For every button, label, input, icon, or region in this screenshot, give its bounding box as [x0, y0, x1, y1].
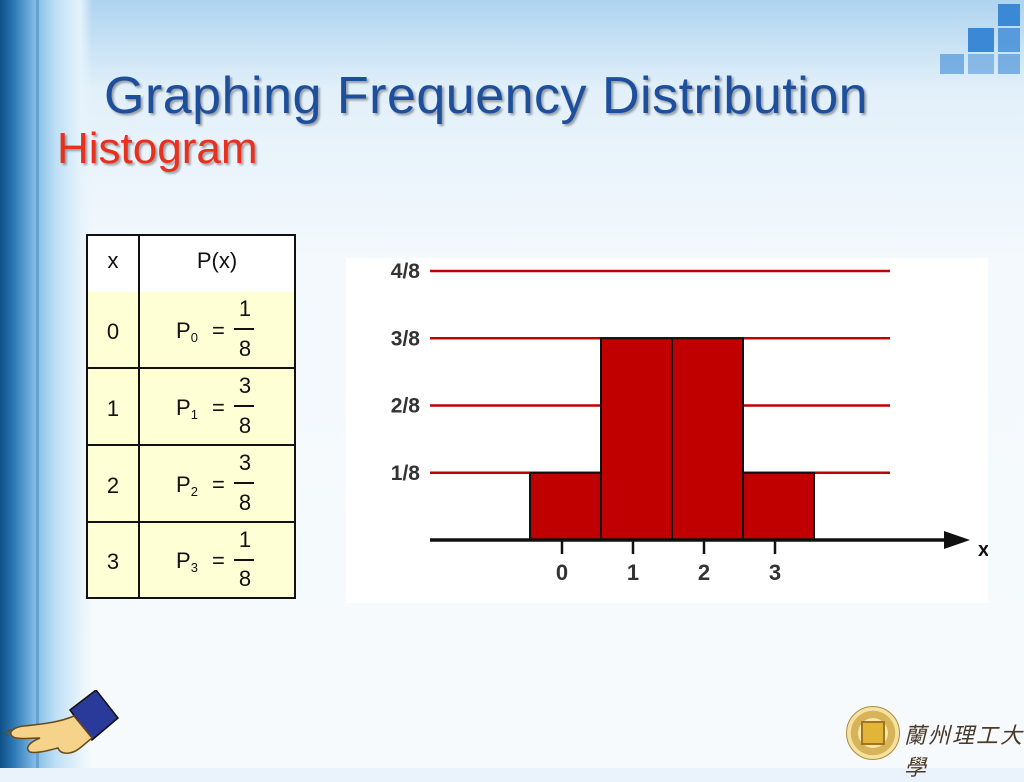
x-tick-label: 2: [698, 560, 710, 585]
table-row: 3 P3 = 1 8: [88, 523, 294, 597]
row-x-value: 2: [106, 473, 120, 498]
row-equals: =: [212, 318, 225, 343]
fraction-bar: [234, 328, 254, 330]
probability-table: x P(x) 0 P0 = 1 8 1 P1 = 3 8 2 P2 = 3 8 …: [86, 234, 296, 599]
fraction-bar: [234, 405, 254, 407]
histogram-bar: [529, 471, 602, 541]
university-name: 蘭州理工大學: [904, 724, 1024, 781]
row-x-value: 0: [106, 319, 120, 344]
row-p-label: P3: [176, 548, 198, 575]
table-row: 2 P2 = 3 8: [88, 446, 294, 523]
table-header: x P(x): [88, 236, 294, 294]
table-row: 1 P1 = 3 8: [88, 369, 294, 446]
histogram-chart: 1/8 2/8 3/8 4/8 x 0 1 2 3: [391, 260, 989, 585]
header-px: P(x): [196, 248, 238, 273]
row-x-value: 1: [106, 396, 120, 421]
university-seal-icon: [846, 706, 900, 760]
row-numerator: 1: [238, 527, 252, 552]
left-decorative-bar: [0, 0, 92, 768]
histogram-bar: [600, 337, 673, 541]
row-numerator: 3: [238, 450, 252, 475]
row-p-label: P2: [176, 472, 198, 499]
slide-subtitle: Histogram: [57, 124, 258, 173]
row-equals: =: [212, 395, 225, 420]
row-numerator: 1: [238, 296, 252, 321]
row-denominator: 8: [238, 413, 252, 438]
slide-title: Graphing Frequency Distribution: [104, 67, 869, 125]
row-denominator: 8: [238, 490, 252, 515]
row-p-label: P1: [176, 395, 198, 422]
pointing-hand-icon: [5, 690, 120, 754]
fraction-bar: [234, 482, 254, 484]
row-denominator: 8: [238, 566, 252, 591]
x-axis-arrow: [944, 531, 970, 549]
fraction-bar: [234, 559, 254, 561]
x-tick-label: 3: [769, 560, 781, 585]
table-row: 0 P0 = 1 8: [88, 292, 294, 369]
row-denominator: 8: [238, 336, 252, 361]
left-decorative-line: [36, 0, 39, 768]
row-x-value: 3: [106, 549, 120, 574]
y-tick-label: 1/8: [391, 462, 421, 485]
x-axis-label: x: [978, 539, 988, 561]
row-numerator: 3: [238, 373, 252, 398]
histogram-panel: 1/8 2/8 3/8 4/8 x 0 1 2 3: [346, 258, 989, 603]
histogram-bar: [742, 471, 815, 541]
x-tick-label: 0: [556, 560, 568, 585]
y-tick-label: 2/8: [391, 395, 421, 418]
row-equals: =: [212, 472, 225, 497]
row-equals: =: [212, 548, 225, 573]
table-divider: [138, 236, 140, 597]
header-x: x: [107, 248, 119, 273]
y-tick-label: 4/8: [391, 260, 421, 283]
y-tick-label: 3/8: [391, 327, 421, 350]
x-tick-label: 1: [627, 560, 639, 585]
row-p-label: P0: [176, 318, 198, 345]
histogram-bar: [671, 337, 744, 541]
